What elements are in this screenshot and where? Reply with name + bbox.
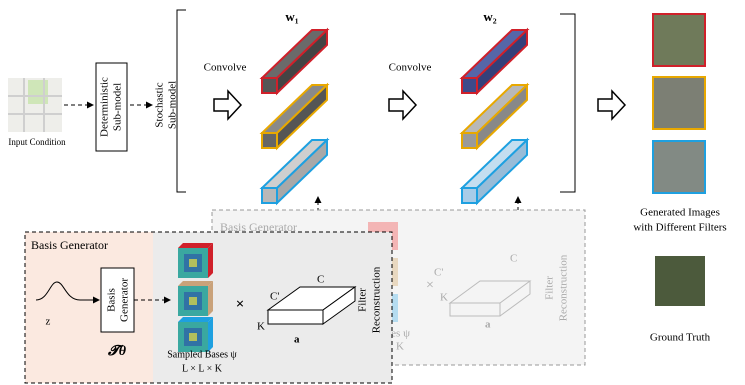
generator-box-label: Generator xyxy=(119,278,131,322)
a-label: a xyxy=(294,334,300,346)
input-label: Input Condition xyxy=(8,137,66,147)
deterministic-label: Deterministic xyxy=(99,77,111,137)
back-k: K xyxy=(440,292,448,304)
bases-label: Sampled Bases ψ xyxy=(167,349,237,360)
generated-image xyxy=(652,140,706,194)
back-c-prime: C' xyxy=(434,267,443,279)
back-reconstruction: Reconstruction xyxy=(558,254,570,321)
generator-title: Basis Generator xyxy=(31,238,108,252)
generated-label: Generated Images xyxy=(640,207,720,219)
filter-prism xyxy=(461,132,478,149)
w1-label: w₁ xyxy=(285,9,298,24)
ground-truth-image xyxy=(655,256,705,306)
ground-truth-label: Ground Truth xyxy=(650,332,711,344)
k-label: K xyxy=(257,321,265,333)
gaussian xyxy=(35,281,81,301)
back-a: a xyxy=(485,319,491,331)
filter-prism xyxy=(261,132,278,149)
bases-dims: L × L × K xyxy=(182,363,223,374)
deterministic-label: Sub-model xyxy=(112,83,124,131)
times: × xyxy=(236,296,245,312)
basis-cube xyxy=(208,281,213,316)
basis-cube xyxy=(208,317,213,352)
back-c: C xyxy=(510,253,517,265)
generated-image xyxy=(652,13,706,67)
generated-image xyxy=(652,76,706,130)
basis-cube xyxy=(189,259,197,267)
tensor xyxy=(267,286,356,325)
c-prime-label: C' xyxy=(270,291,279,303)
convolve-label: Convolve xyxy=(389,62,432,74)
basis-cube xyxy=(178,317,213,322)
big-arrow xyxy=(213,89,243,121)
filter-prism xyxy=(261,187,278,204)
bracket xyxy=(560,13,576,193)
big-arrow xyxy=(597,89,627,121)
back-bases-k: K xyxy=(396,341,404,353)
bracket xyxy=(176,9,186,193)
front-generator-box xyxy=(24,231,393,384)
filter-prism xyxy=(461,187,478,204)
generated-label: with Different Filters xyxy=(633,222,726,234)
filter-prism xyxy=(261,77,278,94)
basis-cube xyxy=(189,333,197,341)
basis-cube xyxy=(178,243,213,248)
back-generator-title: Basis Generator xyxy=(220,220,297,234)
basis-cube xyxy=(208,243,213,278)
times: × xyxy=(426,278,434,293)
w2-label: w₂ xyxy=(483,9,496,24)
basis-cube xyxy=(178,281,213,286)
reconstruction-label: Filter xyxy=(357,288,369,312)
c-label: C xyxy=(317,274,324,286)
big-arrow xyxy=(388,89,418,121)
deterministic-box xyxy=(95,62,128,152)
stochastic-label: Stochastic xyxy=(154,82,166,127)
back-tensor xyxy=(448,280,532,317)
z-label: z xyxy=(46,316,51,328)
reconstruction-label: Reconstruction xyxy=(371,266,383,333)
t-theta: 𝓣θ xyxy=(107,344,127,359)
input-image xyxy=(8,78,62,132)
stochastic-label: Sub-model xyxy=(167,81,179,129)
basis-cube xyxy=(189,297,197,305)
convolve-label: Convolve xyxy=(204,62,247,74)
filter-prism xyxy=(461,77,478,94)
generator-box-label: Basis xyxy=(106,288,118,312)
back-reconstruction: Filter xyxy=(544,276,556,300)
